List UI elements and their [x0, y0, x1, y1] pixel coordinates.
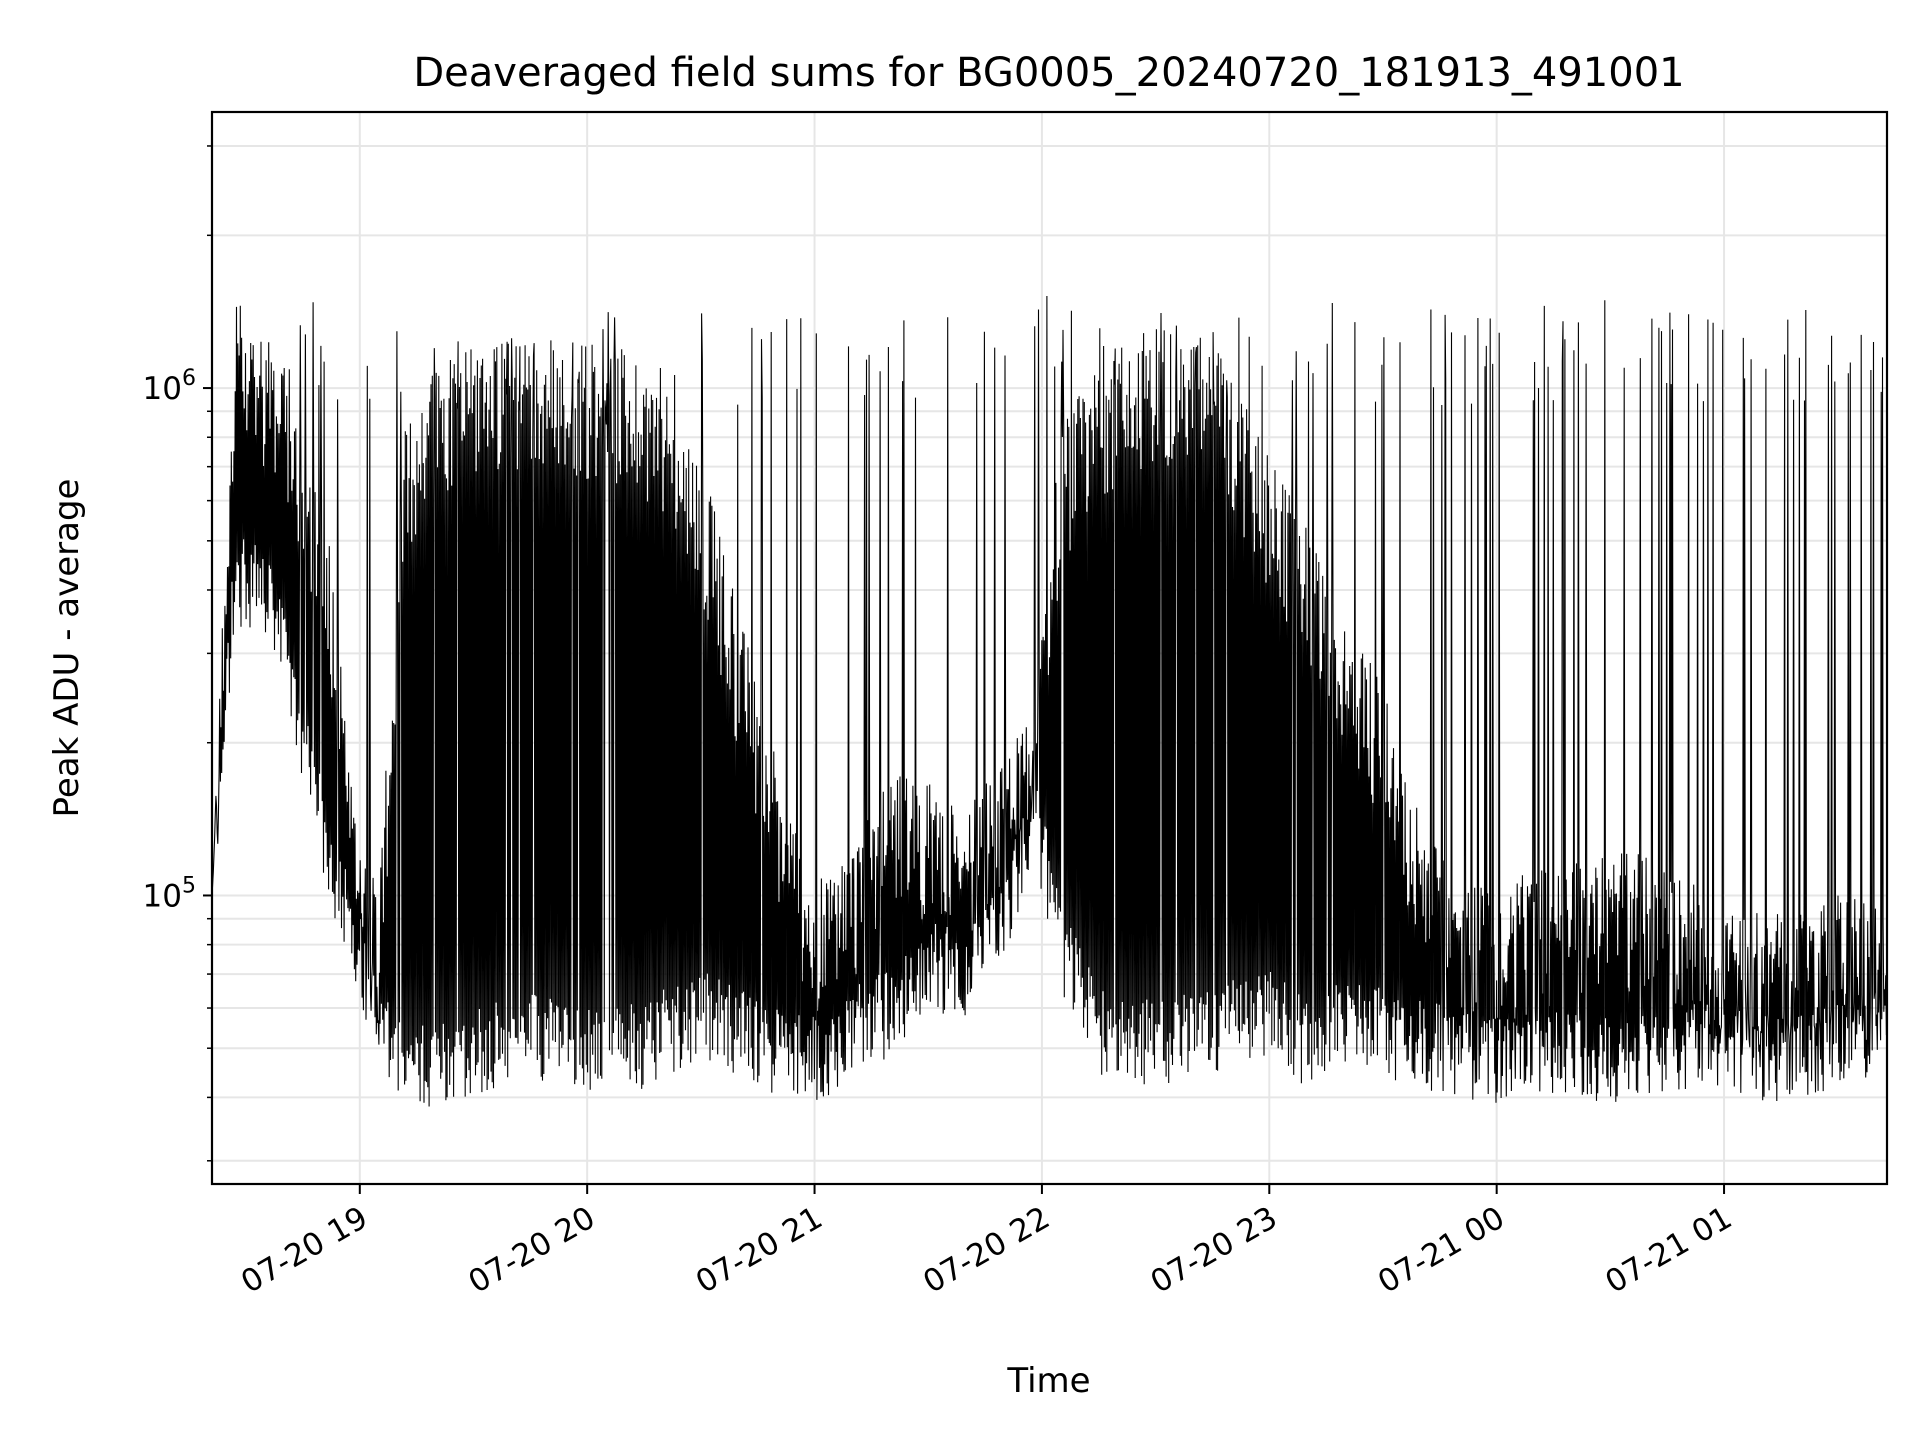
x-axis-title: Time	[1006, 1361, 1090, 1401]
plot-area-frame	[210, 110, 1889, 1186]
series-line	[212, 295, 1887, 1107]
y-tick-label: 105	[143, 873, 196, 914]
chart-title: Deaveraged field sums for BG0005_2024072…	[413, 50, 1684, 96]
y-axis-title: Peak ADU - average	[47, 479, 87, 818]
y-tick-label: 106	[143, 366, 196, 407]
data-series	[212, 295, 1887, 1107]
y-axis: 105 106	[143, 145, 212, 1162]
